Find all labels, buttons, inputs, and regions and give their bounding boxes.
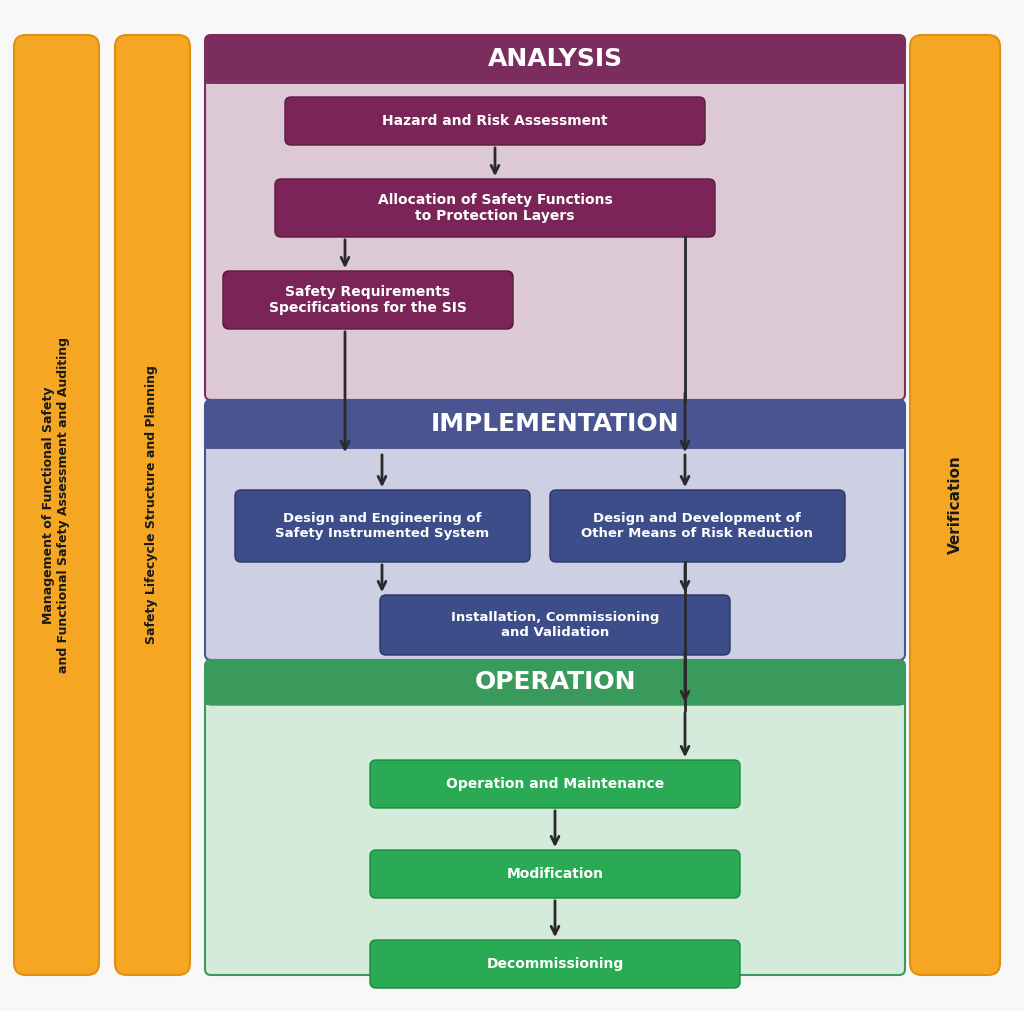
FancyBboxPatch shape bbox=[115, 35, 190, 975]
Text: Safety Lifecycle Structure and Planning: Safety Lifecycle Structure and Planning bbox=[145, 366, 159, 644]
FancyBboxPatch shape bbox=[205, 660, 905, 705]
Text: Decommissioning: Decommissioning bbox=[486, 957, 624, 971]
Text: Installation, Commissioning
and Validation: Installation, Commissioning and Validati… bbox=[451, 611, 659, 639]
Text: Modification: Modification bbox=[507, 867, 603, 881]
Text: Design and Development of
Other Means of Risk Reduction: Design and Development of Other Means of… bbox=[581, 512, 813, 540]
FancyBboxPatch shape bbox=[550, 490, 845, 562]
Text: Safety Requirements
Specifications for the SIS: Safety Requirements Specifications for t… bbox=[269, 285, 467, 315]
FancyBboxPatch shape bbox=[234, 490, 530, 562]
Text: IMPLEMENTATION: IMPLEMENTATION bbox=[431, 412, 679, 436]
FancyBboxPatch shape bbox=[380, 595, 730, 655]
FancyBboxPatch shape bbox=[205, 35, 905, 83]
FancyBboxPatch shape bbox=[910, 35, 1000, 975]
FancyBboxPatch shape bbox=[370, 850, 740, 898]
Text: Allocation of Safety Functions
to Protection Layers: Allocation of Safety Functions to Protec… bbox=[378, 193, 612, 223]
FancyBboxPatch shape bbox=[223, 271, 513, 329]
Text: Design and Engineering of
Safety Instrumented System: Design and Engineering of Safety Instrum… bbox=[274, 512, 489, 540]
FancyBboxPatch shape bbox=[370, 940, 740, 988]
FancyBboxPatch shape bbox=[205, 660, 905, 975]
FancyBboxPatch shape bbox=[275, 179, 715, 237]
Text: OPERATION: OPERATION bbox=[474, 670, 636, 694]
Bar bbox=[205, 59, 905, 83]
FancyBboxPatch shape bbox=[205, 400, 905, 660]
Text: Verification: Verification bbox=[947, 456, 963, 554]
FancyBboxPatch shape bbox=[205, 400, 905, 448]
FancyBboxPatch shape bbox=[285, 97, 705, 145]
Bar bbox=[205, 682, 905, 704]
Bar bbox=[205, 424, 905, 448]
FancyBboxPatch shape bbox=[205, 35, 905, 400]
Text: Operation and Maintenance: Operation and Maintenance bbox=[445, 777, 665, 791]
Text: ANALYSIS: ANALYSIS bbox=[487, 47, 623, 71]
FancyBboxPatch shape bbox=[14, 35, 99, 975]
Text: Hazard and Risk Assessment: Hazard and Risk Assessment bbox=[382, 114, 608, 128]
Text: Management of Functional Safety
and Functional Safety Assessment and Auditing: Management of Functional Safety and Func… bbox=[42, 337, 70, 673]
FancyBboxPatch shape bbox=[370, 760, 740, 808]
